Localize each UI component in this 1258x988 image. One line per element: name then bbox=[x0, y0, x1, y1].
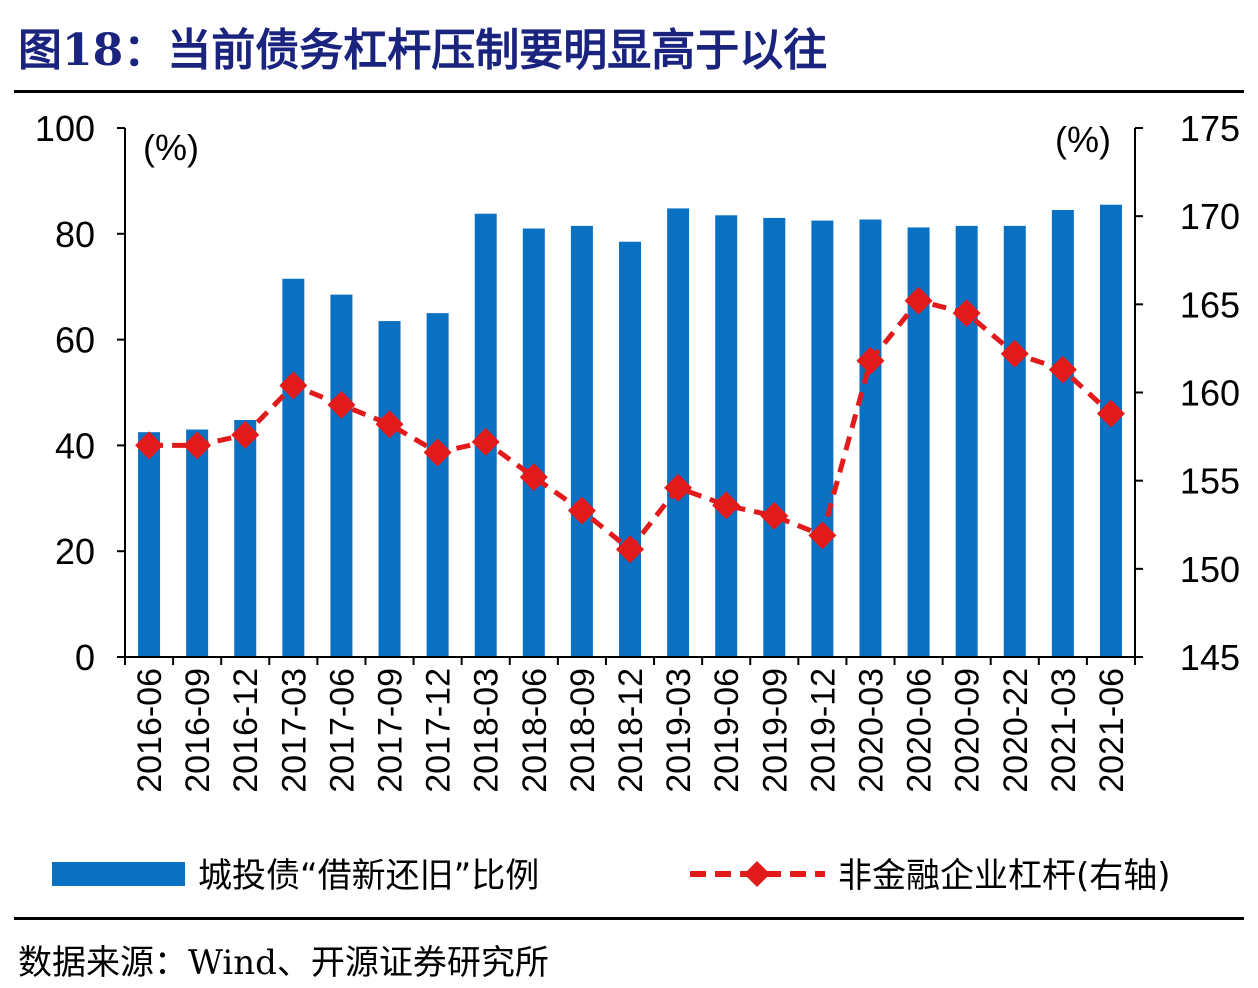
bar bbox=[330, 294, 353, 657]
bar bbox=[667, 208, 690, 657]
bar bbox=[859, 219, 882, 657]
x-tick-label: 2019-03 bbox=[660, 668, 698, 793]
line-marker bbox=[1000, 339, 1029, 368]
bar bbox=[1051, 209, 1074, 657]
line-marker bbox=[1096, 399, 1125, 428]
x-tick-label: 2017-03 bbox=[275, 668, 313, 793]
left-tick-label: 80 bbox=[55, 214, 95, 255]
left-axis: 0 20 40 60 80 100 (%) bbox=[35, 108, 199, 678]
x-tick-label: 2018-06 bbox=[516, 668, 554, 793]
right-tick-label: 145 bbox=[1180, 637, 1240, 678]
bar bbox=[763, 217, 786, 657]
x-tick-label: 2019-09 bbox=[756, 668, 794, 793]
bar bbox=[1003, 225, 1026, 658]
right-tick-label: 170 bbox=[1180, 196, 1240, 237]
line-marker bbox=[856, 346, 885, 375]
line-marker bbox=[952, 299, 981, 328]
left-tick-label: 40 bbox=[55, 425, 95, 466]
x-tick-label: 2016-06 bbox=[131, 668, 169, 793]
x-tick-label: 2021-06 bbox=[1093, 668, 1131, 793]
x-tick-label: 2018-12 bbox=[612, 668, 650, 793]
top-rule bbox=[14, 90, 1244, 93]
x-tick-label: 2020-09 bbox=[949, 668, 987, 793]
x-tick-label: 2018-03 bbox=[468, 668, 506, 793]
right-axis-unit: (%) bbox=[1055, 119, 1111, 160]
line-marker bbox=[135, 431, 164, 460]
x-tick-label: 2017-06 bbox=[323, 668, 361, 793]
bar bbox=[715, 215, 738, 657]
left-tick-label: 20 bbox=[55, 531, 95, 572]
bar bbox=[186, 429, 209, 657]
line-marker bbox=[375, 410, 404, 439]
x-axis: 2016-06 2016-09 2016-12 2017-03 2017-06 2017-… bbox=[124, 656, 1136, 793]
bar bbox=[282, 278, 305, 657]
right-axis: 145 150 155 160 165 170 175 (%) bbox=[1055, 108, 1240, 678]
x-tick-label: 2020-06 bbox=[901, 668, 939, 793]
line-marker bbox=[1048, 355, 1077, 384]
line-marker bbox=[808, 521, 837, 550]
bar bbox=[234, 420, 257, 657]
right-tick-label: 165 bbox=[1180, 284, 1240, 325]
bar bbox=[570, 225, 593, 658]
bottom-rule bbox=[14, 917, 1244, 920]
x-tick-label: 2020-03 bbox=[852, 668, 890, 793]
line-marker bbox=[712, 491, 741, 520]
x-tick-label: 2017-12 bbox=[420, 668, 458, 793]
bar bbox=[619, 241, 641, 658]
line-marker bbox=[567, 496, 596, 525]
left-axis-unit: (%) bbox=[143, 127, 199, 168]
x-tick-label: 2016-09 bbox=[179, 668, 217, 793]
bar bbox=[1099, 204, 1122, 657]
line-marker bbox=[231, 420, 260, 449]
chart-title: 图18：当前债务杠杆压制要明显高于以往 bbox=[18, 25, 828, 76]
bar bbox=[378, 321, 401, 657]
line-marker bbox=[279, 371, 308, 400]
bar bbox=[522, 228, 545, 657]
line-marker bbox=[423, 438, 452, 467]
left-tick-label: 100 bbox=[35, 108, 95, 149]
x-tick-label: 2020-22 bbox=[997, 668, 1035, 793]
x-tick-label: 2016-12 bbox=[227, 668, 265, 793]
source-note: 数据来源：Wind、开源证券研究所 bbox=[18, 943, 549, 983]
x-tick-label: 2021-03 bbox=[1045, 668, 1083, 793]
bar bbox=[907, 227, 930, 657]
line-marker bbox=[183, 431, 212, 460]
line-series bbox=[135, 286, 1125, 564]
chart: 0 20 40 60 80 100 (%) 145 150 155 160 165 170 175 (%)… bbox=[35, 108, 1240, 896]
legend-marker-line bbox=[744, 861, 770, 887]
line-marker bbox=[616, 535, 644, 564]
bar bbox=[138, 432, 161, 657]
bar bbox=[426, 313, 449, 657]
line-marker bbox=[327, 390, 356, 419]
bar-series bbox=[138, 204, 1122, 658]
right-tick-label: 155 bbox=[1180, 461, 1240, 502]
x-tick-label: 2017-09 bbox=[372, 668, 410, 793]
line-marker bbox=[904, 286, 933, 315]
x-tick-label: 2019-06 bbox=[708, 668, 746, 793]
right-tick-label: 175 bbox=[1180, 108, 1240, 149]
left-tick-label: 0 bbox=[75, 637, 95, 678]
legend-swatch-bar bbox=[52, 862, 185, 886]
legend: 城投债“借新还旧”比例 非金融企业杠杆(右轴) bbox=[52, 856, 1171, 896]
right-tick-label: 150 bbox=[1180, 549, 1240, 590]
x-tick-label: 2018-09 bbox=[564, 668, 602, 793]
line-marker bbox=[519, 463, 548, 492]
legend-label-bar: 城投债“借新还旧”比例 bbox=[198, 856, 539, 896]
bar bbox=[955, 225, 978, 658]
line-marker bbox=[471, 427, 500, 456]
right-tick-label: 160 bbox=[1180, 373, 1240, 414]
line-marker bbox=[760, 501, 789, 530]
line-marker bbox=[664, 473, 693, 502]
bar bbox=[811, 220, 834, 657]
left-tick-label: 60 bbox=[55, 320, 95, 361]
legend-label-line: 非金融企业杠杆(右轴) bbox=[838, 856, 1171, 896]
x-tick-label: 2019-12 bbox=[804, 668, 842, 793]
